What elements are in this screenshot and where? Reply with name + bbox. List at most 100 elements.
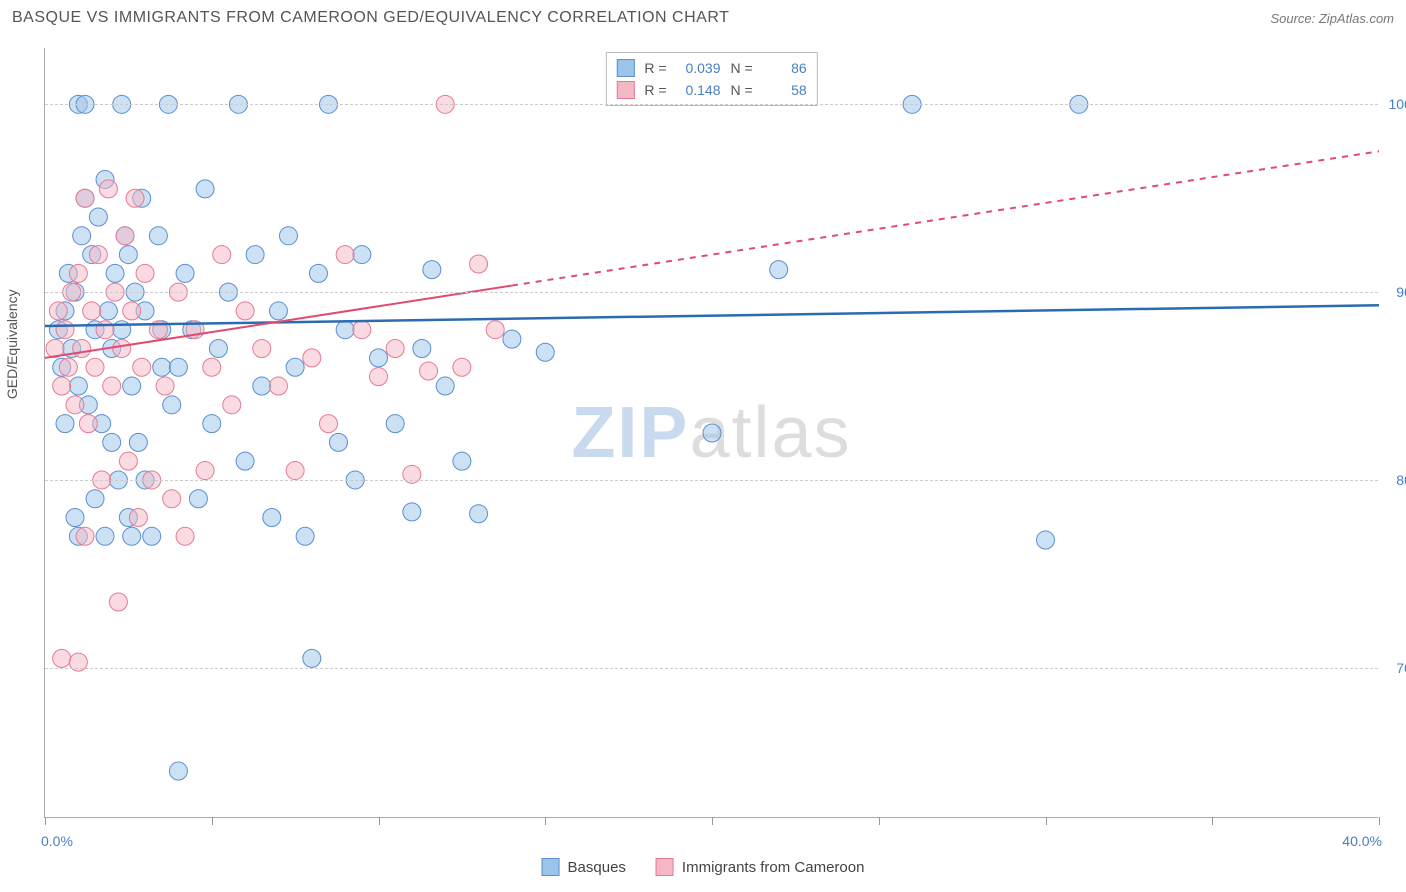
data-point bbox=[336, 321, 354, 339]
data-point bbox=[436, 377, 454, 395]
data-point bbox=[53, 377, 71, 395]
data-point bbox=[73, 227, 91, 245]
y-tick-label: 70.0% bbox=[1386, 660, 1406, 676]
data-point bbox=[420, 362, 438, 380]
y-tick-label: 100.0% bbox=[1386, 96, 1406, 112]
data-point bbox=[113, 339, 131, 357]
x-tick bbox=[212, 817, 213, 825]
data-point bbox=[76, 527, 94, 545]
data-point bbox=[770, 261, 788, 279]
data-point bbox=[99, 180, 117, 198]
data-point bbox=[269, 377, 287, 395]
data-point bbox=[253, 339, 271, 357]
x-axis-min-label: 0.0% bbox=[41, 833, 73, 849]
data-point bbox=[116, 227, 134, 245]
data-point bbox=[143, 527, 161, 545]
data-point bbox=[370, 368, 388, 386]
data-point bbox=[163, 396, 181, 414]
data-point bbox=[353, 246, 371, 264]
data-point bbox=[99, 302, 117, 320]
legend-label-basques: Basques bbox=[568, 859, 626, 876]
data-point bbox=[133, 358, 151, 376]
data-point bbox=[370, 349, 388, 367]
gridline-h bbox=[45, 104, 1378, 105]
data-point bbox=[453, 358, 471, 376]
data-point bbox=[286, 358, 304, 376]
data-point bbox=[89, 208, 107, 226]
x-tick bbox=[545, 817, 546, 825]
bottom-legend: Basques Immigrants from Cameroon bbox=[542, 858, 865, 876]
data-point bbox=[329, 433, 347, 451]
data-point bbox=[486, 321, 504, 339]
plot-area: ZIPatlas R = 0.039 N = 86 R = 0.148 N = … bbox=[44, 48, 1378, 818]
data-point bbox=[309, 264, 327, 282]
data-point bbox=[176, 527, 194, 545]
data-point bbox=[286, 462, 304, 480]
data-point bbox=[126, 189, 144, 207]
data-point bbox=[196, 462, 214, 480]
data-point bbox=[203, 415, 221, 433]
data-point bbox=[123, 527, 141, 545]
legend-item-basques: Basques bbox=[542, 858, 626, 876]
y-axis-title: GED/Equivalency bbox=[4, 289, 20, 399]
data-point bbox=[53, 649, 71, 667]
chart-source: Source: ZipAtlas.com bbox=[1270, 11, 1394, 26]
chart-title: BASQUE VS IMMIGRANTS FROM CAMEROON GED/E… bbox=[12, 9, 729, 27]
gridline-h bbox=[45, 480, 1378, 481]
chart-svg bbox=[45, 48, 1378, 817]
data-point bbox=[153, 358, 171, 376]
data-point bbox=[119, 452, 137, 470]
data-point bbox=[176, 264, 194, 282]
x-tick bbox=[712, 817, 713, 825]
data-point bbox=[189, 490, 207, 508]
legend-item-cameroon: Immigrants from Cameroon bbox=[656, 858, 865, 876]
gridline-h bbox=[45, 292, 1378, 293]
data-point bbox=[263, 509, 281, 527]
data-point bbox=[86, 490, 104, 508]
data-point bbox=[386, 415, 404, 433]
legend-swatch-basques bbox=[542, 858, 560, 876]
x-tick bbox=[879, 817, 880, 825]
data-point bbox=[303, 349, 321, 367]
data-point bbox=[79, 415, 97, 433]
data-point bbox=[319, 415, 337, 433]
x-tick bbox=[1379, 817, 1380, 825]
data-point bbox=[296, 527, 314, 545]
data-point bbox=[169, 762, 187, 780]
chart-header: BASQUE VS IMMIGRANTS FROM CAMEROON GED/E… bbox=[0, 0, 1406, 36]
data-point bbox=[269, 302, 287, 320]
data-point bbox=[76, 189, 94, 207]
data-point bbox=[169, 358, 187, 376]
data-point bbox=[703, 424, 721, 442]
data-point bbox=[129, 509, 147, 527]
data-point bbox=[96, 321, 114, 339]
data-point bbox=[56, 415, 74, 433]
data-point bbox=[149, 227, 167, 245]
data-point bbox=[1037, 531, 1055, 549]
data-point bbox=[236, 302, 254, 320]
x-tick bbox=[1212, 817, 1213, 825]
data-point bbox=[86, 358, 104, 376]
data-point bbox=[89, 246, 107, 264]
data-point bbox=[536, 343, 554, 361]
data-point bbox=[413, 339, 431, 357]
data-point bbox=[103, 377, 121, 395]
x-tick bbox=[379, 817, 380, 825]
data-point bbox=[336, 246, 354, 264]
data-point bbox=[453, 452, 471, 470]
data-point bbox=[66, 396, 84, 414]
data-point bbox=[69, 264, 87, 282]
data-point bbox=[96, 527, 114, 545]
data-point bbox=[403, 503, 421, 521]
data-point bbox=[246, 246, 264, 264]
data-point bbox=[119, 246, 137, 264]
data-point bbox=[353, 321, 371, 339]
data-point bbox=[73, 339, 91, 357]
x-tick bbox=[45, 817, 46, 825]
data-point bbox=[236, 452, 254, 470]
data-point bbox=[213, 246, 231, 264]
data-point bbox=[196, 180, 214, 198]
data-point bbox=[69, 377, 87, 395]
data-point bbox=[156, 377, 174, 395]
data-point bbox=[203, 358, 221, 376]
